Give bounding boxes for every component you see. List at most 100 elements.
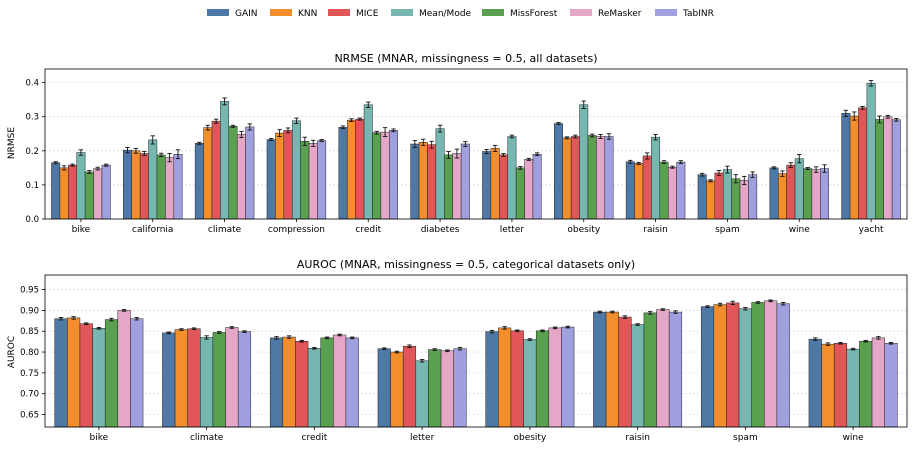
x-tick-label: climate (208, 225, 242, 235)
bar-compression-gain (266, 139, 276, 220)
bar-yacht-remasker (883, 116, 893, 220)
bar-raisin-remasker (656, 309, 670, 428)
bar-credit-mice (295, 340, 309, 428)
bar-climate-gain (162, 332, 176, 428)
bar-spam-remasker (739, 180, 749, 220)
bar-diabetes-knn (418, 142, 428, 220)
auroc-xaxis: bike climate credit letter obesity raisin spam… (90, 427, 864, 443)
bar-raisin-knn (605, 311, 619, 428)
bar-credit-knn (282, 336, 296, 428)
bar-obesity-knn (498, 327, 512, 428)
legend-swatch-remasker (570, 9, 592, 16)
x-tick-label: compression (268, 225, 325, 235)
bar-climate-missforest (228, 126, 238, 220)
bar-credit-tabinr (345, 337, 359, 428)
x-tick-label: bike (72, 225, 91, 235)
bar-letter-gain (482, 151, 492, 220)
x-tick-label: raisin (625, 433, 650, 443)
legend-label: MissForest (510, 9, 558, 19)
bar-letter-remasker (440, 350, 454, 428)
bar-bike-mice (68, 164, 77, 220)
bar-california-gain (123, 149, 132, 220)
bar-letter-knn (490, 148, 500, 220)
bar-california-tabinr (173, 153, 183, 220)
bar-wine-mice (786, 164, 796, 220)
nrmse-axes-frame (44, 68, 908, 220)
x-tick-label: california (132, 225, 173, 235)
legend-swatch-missforest (482, 9, 504, 16)
bar-letter-missforest (515, 167, 525, 220)
x-tick-label: raisin (643, 225, 668, 235)
bar-credit-remasker (333, 334, 347, 428)
bar-bike-remasker (93, 168, 103, 220)
bar-letter-knn (390, 351, 404, 428)
bar-raisin-gain (625, 161, 635, 220)
bar-letter-mice (402, 345, 417, 428)
x-tick-label: spam (733, 433, 758, 443)
nrmse-error-bars (53, 80, 899, 186)
bar-bike-knn (67, 317, 81, 428)
legend-label: Mean/Mode (419, 9, 472, 19)
y-tick-label: 0.1 (25, 181, 39, 191)
bar-yacht-tabinr (891, 119, 901, 220)
bar-obesity-mean-mode (523, 339, 537, 428)
bar-climate-tabinr (245, 126, 255, 220)
bar-wine-mice (833, 343, 848, 428)
legend-label: KNN (298, 9, 317, 19)
bar-wine-mean-mode (794, 158, 804, 220)
bar-raisin-mean-mode (631, 324, 645, 428)
y-tick-label: 0.75 (20, 369, 39, 379)
bar-letter-mice (499, 154, 508, 220)
y-tick-label: 0.70 (20, 390, 39, 400)
bar-compression-knn (275, 132, 285, 220)
bar-yacht-mean-mode (866, 83, 876, 220)
x-tick-label: obesity (513, 433, 546, 443)
bar-wine-missforest (859, 340, 873, 428)
bar-raisin-mice (618, 316, 632, 428)
nrmse-title: NRMSE (MNAR, missingness = 0.5, all data… (334, 52, 597, 65)
y-tick-label: 0.2 (25, 147, 39, 157)
bar-wine-remasker (811, 169, 821, 220)
bar-california-remasker (165, 157, 175, 220)
legend: GAIN KNN MICE Mean/Mode MissForest ReMasker Ta… (207, 9, 714, 19)
auroc-axes-frame (44, 274, 908, 428)
x-tick-label: credit (302, 433, 328, 443)
bar-letter-remasker (524, 159, 534, 220)
y-tick-label: 0.0 (25, 215, 39, 225)
bar-diabetes-gain (410, 143, 420, 220)
x-tick-label: credit (355, 225, 381, 235)
bar-letter-mean-mode (507, 136, 517, 220)
bar-yacht-missforest (875, 119, 884, 220)
bar-climate-knn (203, 127, 213, 220)
auroc-error-bars (58, 299, 894, 363)
bar-obesity-mice (510, 330, 524, 428)
bar-obesity-gain (485, 331, 499, 428)
bar-letter-gain (377, 348, 391, 428)
bar-raisin-missforest (659, 161, 669, 220)
bar-climate-mice (211, 120, 221, 220)
bar-credit-gain (338, 127, 348, 220)
bar-obesity-tabinr (561, 326, 575, 428)
bar-climate-remasker (225, 327, 239, 428)
bar-yacht-knn (849, 115, 859, 220)
bar-compression-remasker (308, 143, 318, 220)
x-tick-label: diabetes (421, 225, 460, 235)
bar-bike-missforest (104, 319, 119, 428)
bar-yacht-mice (858, 107, 868, 220)
bar-california-mean-mode (148, 139, 158, 220)
legend-swatch-mean-mode (391, 9, 413, 16)
auroc-bars (54, 300, 898, 428)
bar-spam-missforest (751, 302, 765, 428)
legend-label: ReMasker (598, 9, 642, 19)
x-tick-label: letter (500, 225, 525, 235)
bar-wine-gain (769, 167, 779, 220)
bar-bike-tabinr (101, 164, 111, 220)
bar-climate-remasker (236, 134, 246, 220)
bar-diabetes-tabinr (460, 143, 470, 220)
bar-obesity-tabinr (604, 136, 614, 220)
bar-obesity-missforest (587, 135, 597, 220)
bar-bike-mean-mode (76, 152, 86, 220)
bar-spam-mice (714, 172, 724, 220)
bar-bike-tabinr (130, 318, 144, 428)
bar-california-knn (131, 150, 141, 220)
